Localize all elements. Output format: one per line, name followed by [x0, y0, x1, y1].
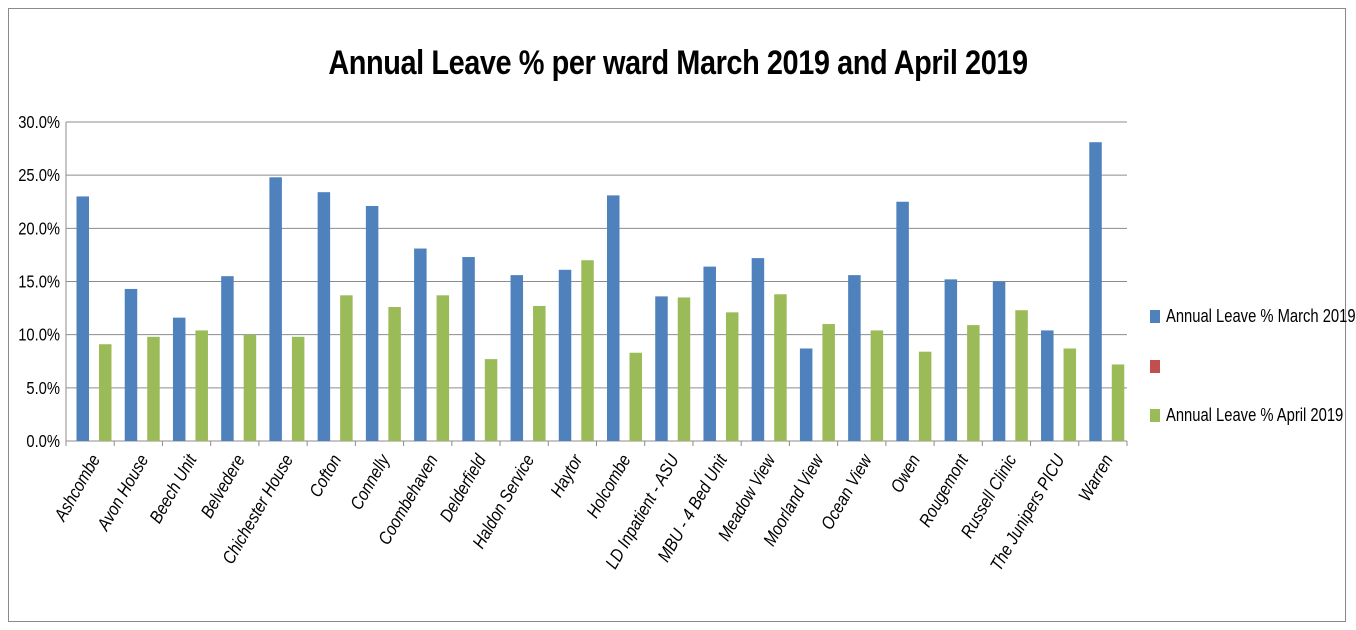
bar-april [677, 297, 691, 441]
y-tick-label: 10.0% [18, 325, 60, 345]
y-tick-label: 5.0% [26, 379, 60, 399]
bar-march [703, 266, 716, 441]
bar-march [414, 248, 427, 441]
bar-april [291, 336, 305, 441]
bar-april [388, 307, 401, 441]
bar-april [340, 295, 353, 441]
x-tick-label: Connelly [346, 450, 394, 514]
bar-march [462, 257, 475, 441]
bar-april [533, 305, 546, 441]
legend-item-april: Annual Leave % April 2019 [1150, 404, 1356, 426]
bar-april [967, 325, 980, 441]
bar-april [243, 334, 257, 441]
x-tick-label: Delderfield [436, 450, 491, 525]
bar-march [1041, 330, 1054, 441]
legend-swatch-blank [1150, 359, 1160, 373]
y-tick-label: 25.0% [18, 166, 60, 186]
bar-march [124, 288, 138, 441]
bar-april [725, 312, 739, 441]
bar-april [147, 336, 160, 441]
bar-march [365, 206, 379, 441]
bar-march [848, 275, 861, 441]
bar-april [581, 260, 594, 441]
bar-march [751, 258, 765, 441]
bar-march [896, 201, 909, 441]
bar-april [1063, 348, 1077, 441]
y-tick-label: 15.0% [18, 272, 60, 292]
bar-march [221, 276, 234, 441]
bar-april [918, 351, 932, 441]
bar-march [317, 192, 331, 441]
y-tick-label: 30.0% [18, 113, 60, 133]
bar-march [799, 348, 813, 441]
bar-march [172, 317, 186, 441]
x-tick-label: Cofton [305, 451, 345, 501]
chart-title: Annual Leave % per ward March 2019 and A… [328, 44, 1028, 82]
legend-swatch-march [1150, 309, 1160, 323]
bar-april [629, 352, 642, 441]
x-tick-label: Ashcombe [50, 451, 105, 525]
x-tick-label: Holcombe [582, 451, 634, 521]
x-tick-label: Belvedere [197, 451, 249, 521]
x-tick-label: Haytor [546, 450, 587, 501]
legend-label-april: Annual Leave % April 2019 [1166, 404, 1344, 425]
bar-april [1111, 364, 1125, 441]
legend-item-march: Annual Leave % March 2019 [1150, 305, 1356, 327]
bar-march [510, 275, 524, 441]
bar-march [269, 177, 282, 441]
bar-april [822, 324, 835, 441]
bar-april [1015, 310, 1028, 441]
bar-march [1089, 142, 1102, 441]
x-tick-label: Warren [1074, 451, 1117, 505]
legend-label-march: Annual Leave % March 2019 [1166, 305, 1356, 326]
bar-april [484, 359, 498, 441]
legend-swatch-april [1150, 408, 1160, 422]
bar-march [607, 195, 620, 441]
bar-april [99, 344, 112, 441]
bar-march [992, 281, 1006, 441]
bar-march [944, 279, 958, 441]
y-tick-label: 0.0% [26, 432, 60, 452]
bar-april [436, 295, 450, 441]
bar-april [195, 330, 208, 441]
bar-april [870, 330, 884, 441]
bar-march [655, 296, 668, 441]
bar-march [76, 196, 89, 441]
y-tick-label: 20.0% [18, 219, 60, 239]
legend-item-blank [1150, 355, 1166, 377]
bar-april [774, 294, 787, 441]
x-tick-label: Owen [886, 451, 924, 496]
x-tick-label: Beech Unit [145, 450, 201, 527]
bar-march [558, 269, 572, 441]
